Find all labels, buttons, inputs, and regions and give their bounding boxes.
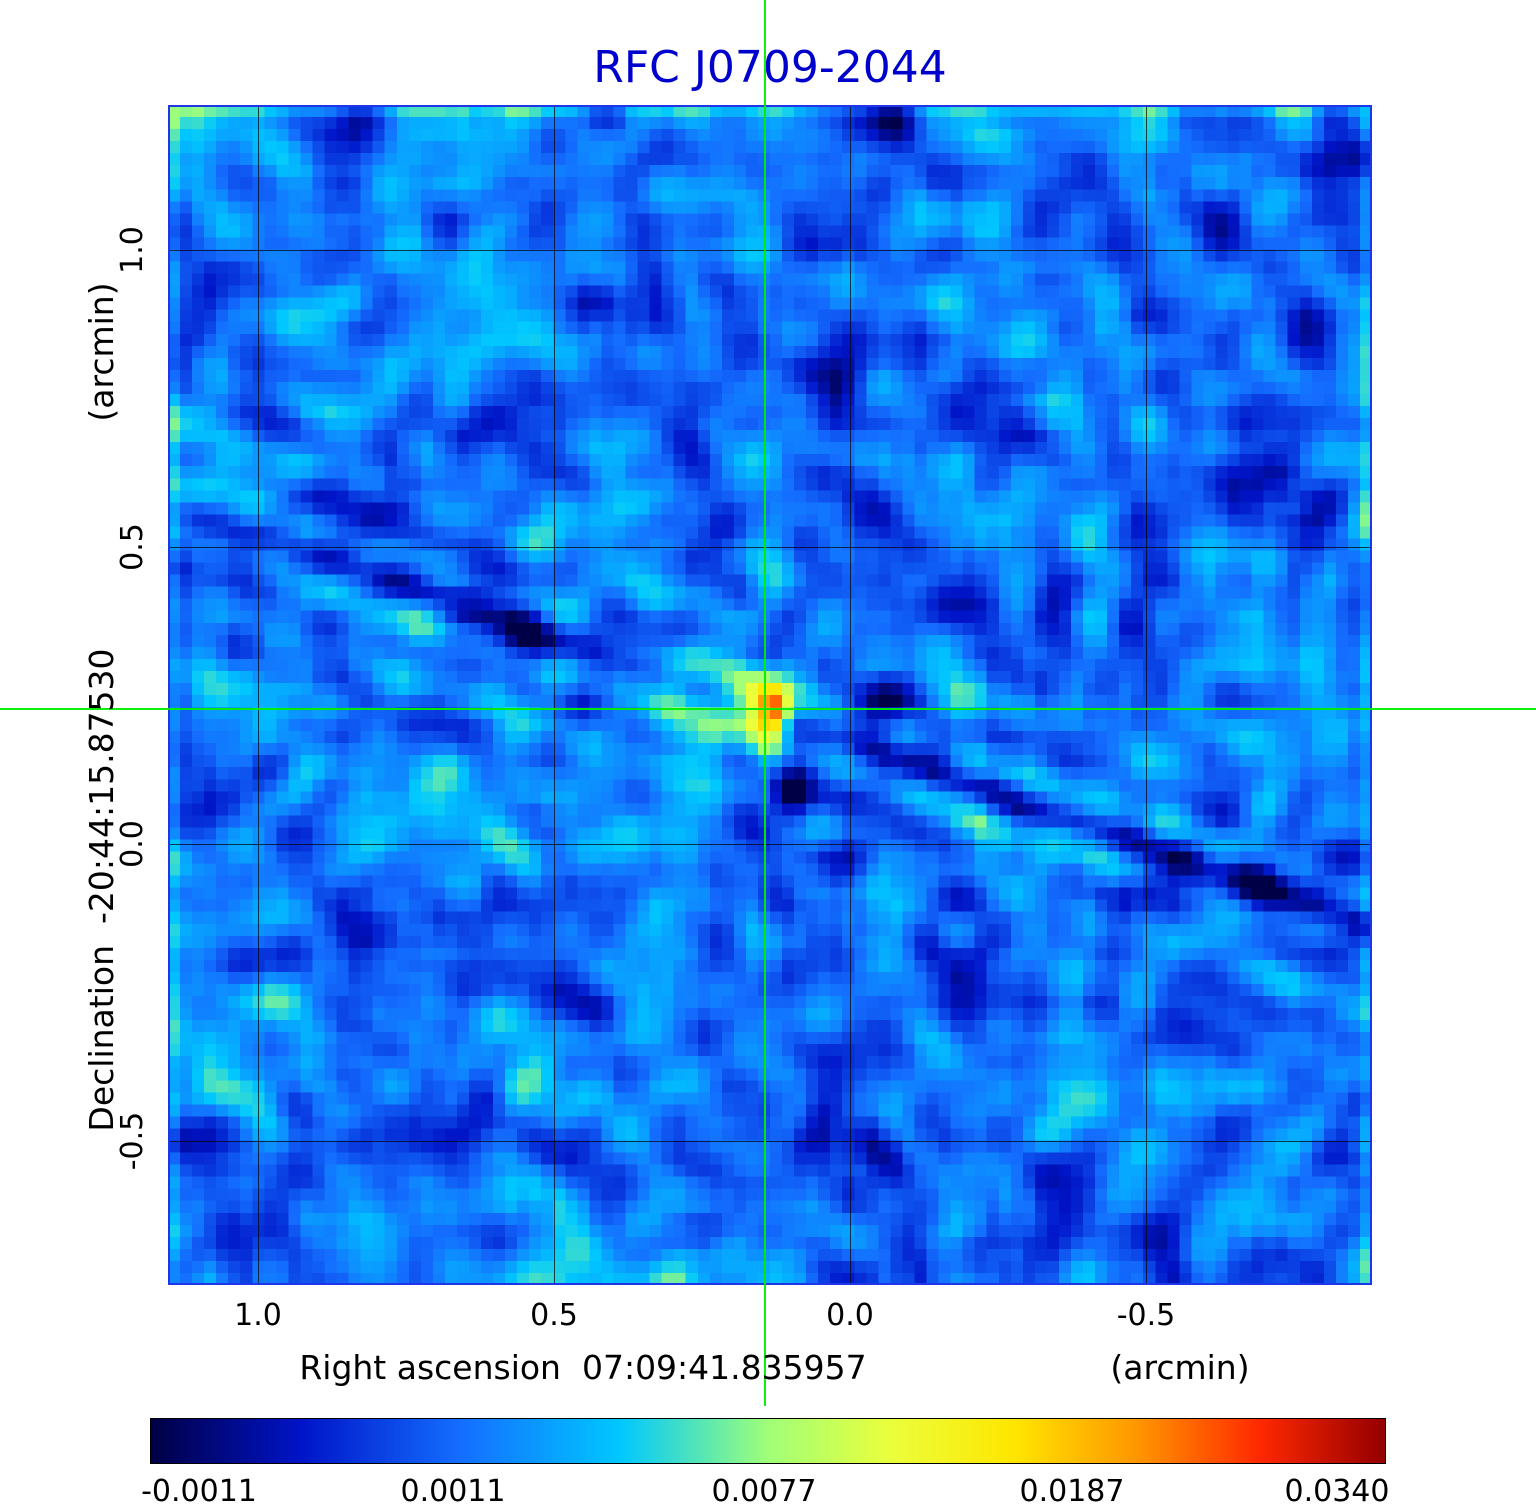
colorbar [150, 1418, 1386, 1464]
x-axis-label: Right ascension 07:09:41.835957 [299, 1348, 867, 1387]
grid-line-vertical [1146, 105, 1147, 1285]
grid-line-vertical [850, 105, 851, 1285]
y-tick-label: 0.5 [115, 523, 150, 571]
grid-line-horizontal [168, 844, 1372, 845]
radio-map-canvas [168, 105, 1372, 1285]
grid-line-horizontal [168, 547, 1372, 548]
x-tick-label: 1.0 [234, 1298, 282, 1333]
colorbar-gradient [151, 1419, 1385, 1463]
y-tick-label: 1.0 [115, 226, 150, 274]
colorbar-tick-label: 0.0077 [711, 1474, 817, 1509]
y-axis-label: Declination -20:44:15.87530 [82, 648, 121, 1132]
x-tick-label: 0.0 [826, 1298, 874, 1333]
x-axis-unit-label: (arcmin) [1110, 1348, 1250, 1387]
y-axis-unit-label: (arcmin) [82, 282, 121, 422]
x-tick-label: 0.5 [530, 1298, 578, 1333]
grid-line-vertical [258, 105, 259, 1285]
x-tick-label: -0.5 [1116, 1298, 1176, 1333]
colorbar-tick-label: 0.0340 [1284, 1474, 1390, 1509]
colorbar-tick-label: 0.0187 [1019, 1474, 1125, 1509]
colorbar-tick-label: 0.0011 [400, 1474, 506, 1509]
colorbar-tick-label: -0.0011 [141, 1474, 257, 1509]
grid-line-horizontal [168, 1141, 1372, 1142]
plot-title: RFC J0709-2044 [593, 42, 947, 93]
crosshair-horizontal-line [0, 708, 1536, 710]
y-tick-label: -0.5 [115, 1111, 150, 1171]
grid-line-horizontal [168, 250, 1372, 251]
crosshair-vertical-line [764, 0, 766, 1406]
plot-area [168, 105, 1372, 1285]
grid-line-vertical [554, 105, 555, 1285]
y-tick-label: 0.0 [115, 820, 150, 868]
